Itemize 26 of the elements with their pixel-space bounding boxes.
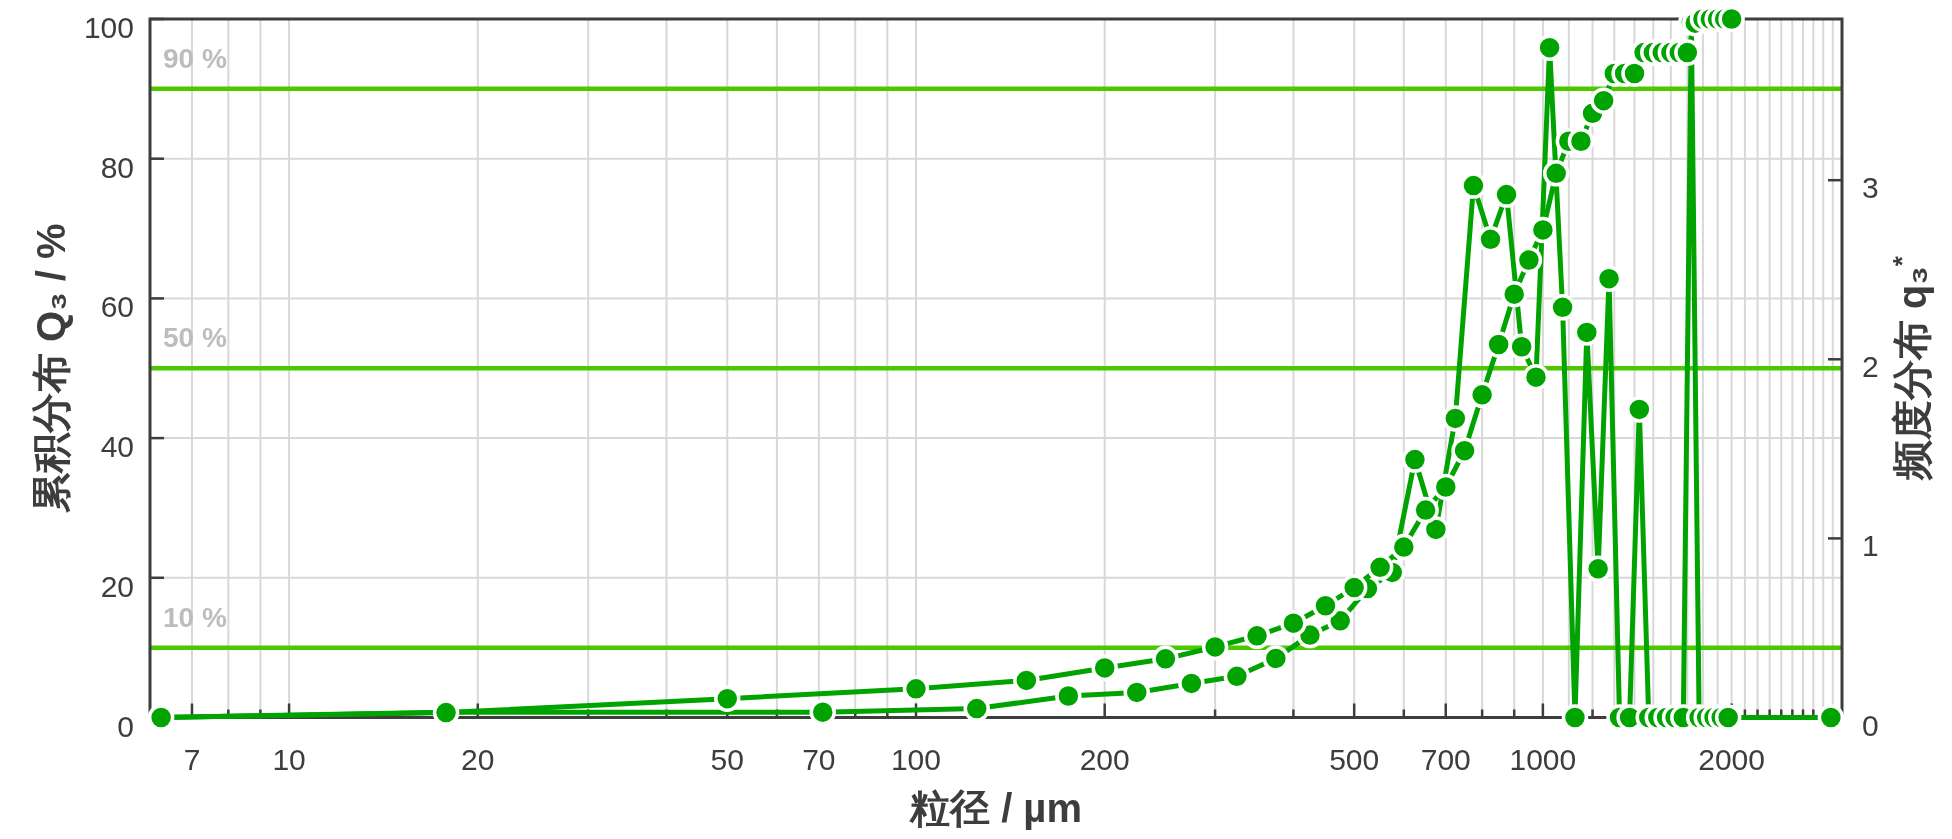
x-tick-label: 200 (1079, 742, 1130, 776)
x-tick-label: 10 (272, 742, 306, 776)
x-tick-label: 500 (1329, 742, 1380, 776)
x-axis-title: 粒径 / µm (909, 786, 1082, 830)
x-tick-label: 20 (461, 742, 495, 776)
y2-tick-label: 3 (1862, 171, 1879, 205)
x-tick-label: 70 (802, 742, 836, 776)
ref-line-label: 10 % (163, 601, 227, 633)
x-tick-label: 2000 (1698, 742, 1765, 776)
y-tick-label: 60 (100, 290, 134, 324)
y-axis-title: 累积分布 Q₃ / % (29, 223, 73, 514)
x-tick-label: 7 (183, 742, 201, 776)
x-tick-label: 50 (710, 742, 744, 776)
y-tick-label: 20 (100, 569, 134, 603)
y-tick-label: 0 (117, 709, 134, 743)
ref-line-label: 90 % (163, 42, 227, 74)
ref-line-label: 50 % (163, 322, 227, 354)
y-tick-label: 40 (100, 430, 134, 464)
y-tick-label: 80 (100, 150, 134, 184)
x-tick-label: 100 (890, 742, 942, 776)
y2-tick-label: 2 (1862, 350, 1879, 384)
x-tick-label: 1000 (1509, 742, 1577, 776)
y-tick-label: 100 (83, 11, 134, 44)
y2-tick-label: 1 (1862, 529, 1879, 563)
y2-tick-label: 0 (1862, 708, 1879, 742)
x-tick-label: 700 (1420, 742, 1471, 776)
